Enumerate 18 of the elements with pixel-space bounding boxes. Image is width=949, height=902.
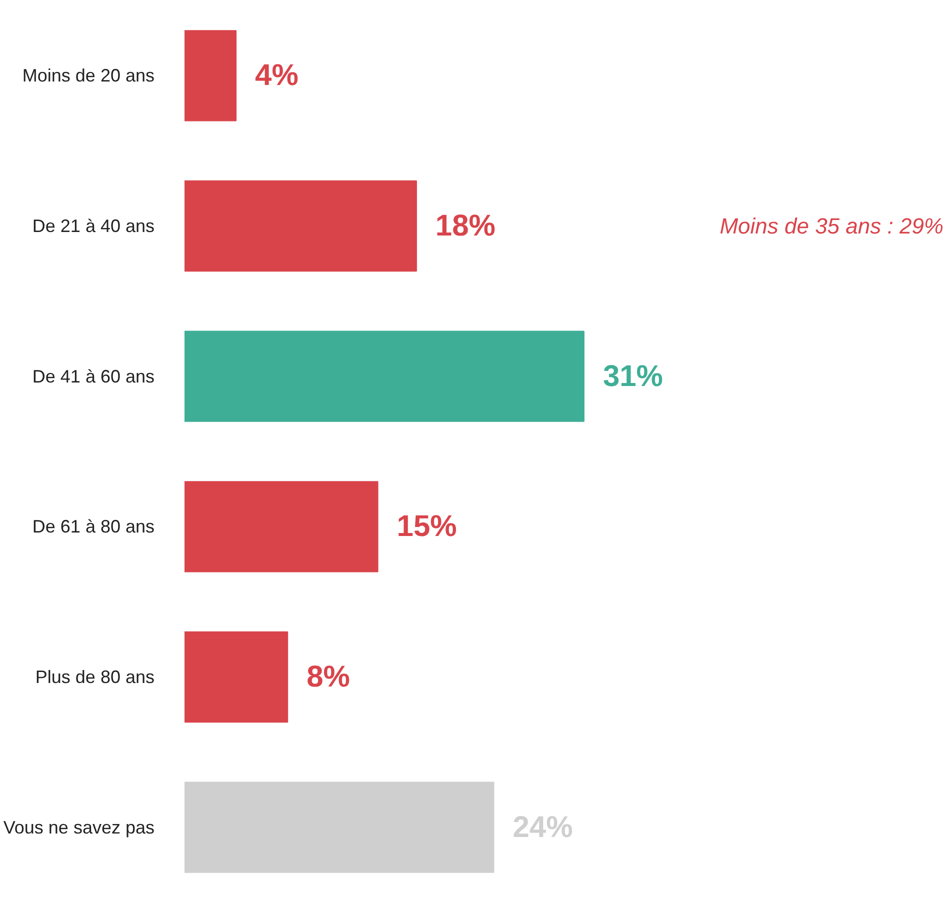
y-tick-label: Moins de 20 ans [22, 66, 155, 86]
bar [184, 180, 417, 272]
bar [184, 481, 378, 572]
data-label: 18% [435, 210, 496, 242]
bar [184, 782, 494, 873]
bar [184, 30, 237, 122]
bar [184, 631, 288, 723]
y-tick-label: Plus de 80 ans [35, 667, 155, 687]
y-tick-label: De 21 à 40 ans [32, 216, 155, 236]
y-tick-label: De 61 à 80 ans [32, 516, 155, 537]
y-tick-label: De 41 à 60 ans [32, 366, 155, 386]
data-label: 8% [306, 660, 350, 694]
y-tick-label: Vous ne savez pas [3, 817, 155, 838]
data-label: 31% [602, 360, 663, 393]
data-label: 15% [396, 510, 457, 544]
bar [184, 330, 584, 422]
data-label: 4% [255, 59, 298, 92]
text: Moins de 35 ans : 29% [720, 214, 944, 238]
